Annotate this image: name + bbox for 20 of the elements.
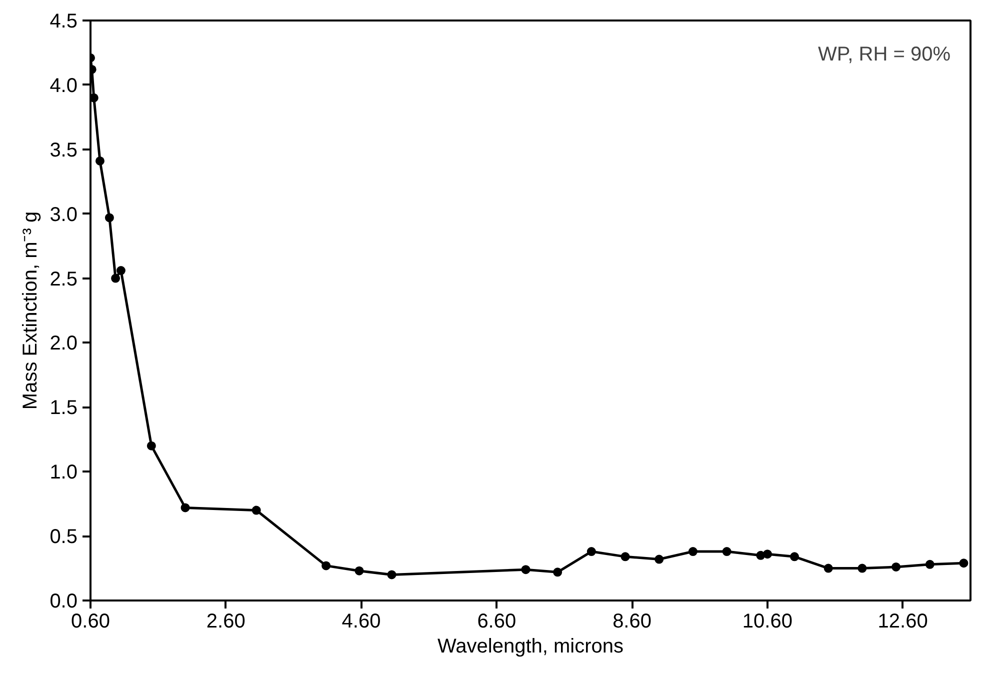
x-tick-label: 12.60 [878,610,928,632]
y-tick-label: 0.5 [50,526,78,548]
y-axis-title: Mass Extinction, m⁻³ g [20,211,42,410]
x-tick-label: 0.60 [71,610,110,632]
y-tick-label: 2.0 [50,332,78,355]
x-tick-label: 2.60 [206,610,246,632]
x-tick-label: 10.60 [742,610,792,632]
y-tick-label: 0.0 [50,590,78,612]
x-tick-label: 4.60 [342,610,381,632]
x-axis-title: Wavelength, microns [438,636,624,658]
annotation: WP, RH = 90% [818,44,951,66]
y-tick-label: 3.5 [50,139,78,162]
x-tick-label: 8.60 [612,610,652,632]
y-tick-label: 1.5 [50,397,78,420]
y-tick-label: 1.0 [50,462,78,484]
x-tick-label: 6.60 [477,610,516,632]
y-tick-label: 2.5 [50,268,78,290]
y-tick-label: 4.0 [50,74,78,97]
y-tick-label: 4.5 [50,10,78,32]
y-tick-label: 3.0 [50,204,78,226]
